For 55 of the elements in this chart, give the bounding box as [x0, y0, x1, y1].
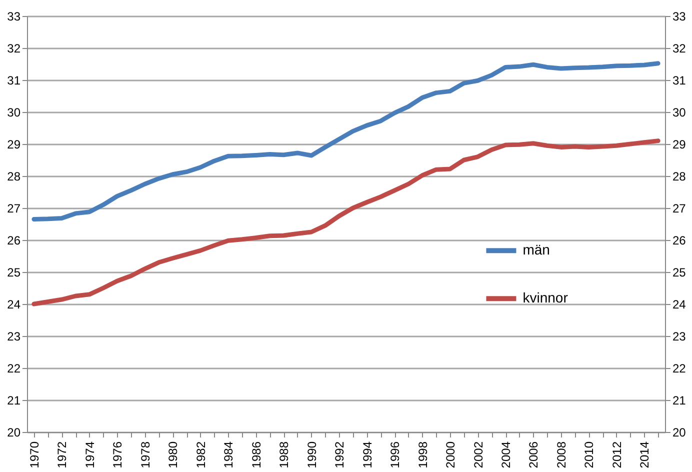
y-tick-label: 26	[7, 234, 21, 248]
x-tick-label: 2008	[554, 441, 568, 468]
x-tick-label: 1974	[82, 441, 97, 468]
x-tick-label: 1992	[332, 441, 347, 468]
y-tick-label: 29	[7, 138, 21, 152]
x-tick-label: 1978	[138, 441, 152, 468]
x-tick-label: 1994	[360, 441, 374, 468]
y-tick-label: 25	[7, 266, 21, 280]
y2-tick-label: 26	[672, 234, 686, 248]
x-tick-label: 1986	[249, 441, 264, 468]
y2-tick-label: 31	[672, 74, 686, 88]
x-tick-label: 1982	[194, 441, 208, 468]
line-series	[32, 138, 660, 306]
y-tick-label: 24	[7, 298, 21, 312]
y-tick-label: 20	[7, 426, 21, 440]
y2-tick-label: 21	[672, 394, 686, 408]
x-tick-label: 2014	[638, 441, 652, 468]
y-tick-label: 22	[7, 362, 21, 376]
x-tick-label: 1996	[388, 441, 402, 468]
x-tick-label: 1980	[166, 441, 180, 468]
y-tick-label: 33	[7, 10, 21, 24]
y2-tick-label: 30	[672, 106, 686, 120]
x-tick-label: 1972	[55, 441, 70, 468]
y-tick-label: 30	[7, 106, 21, 120]
y-tick-label: 28	[7, 170, 21, 184]
y-tick-label: 31	[7, 74, 21, 88]
x-tick-label: 1976	[110, 441, 125, 468]
x-tick-label: 1990	[304, 441, 319, 468]
x-tick-label: 1988	[277, 441, 292, 468]
x-tick-label: 2010	[582, 441, 596, 468]
x-tick-label: 2006	[526, 441, 541, 468]
y2-tick-label: 27	[672, 202, 686, 216]
y-tick-label: 23	[7, 330, 21, 344]
x-tick-label: 2012	[610, 441, 624, 468]
y-tick-label: 27	[7, 202, 21, 216]
y2-tick-label: 25	[672, 266, 686, 280]
y2-tick-label: 28	[672, 170, 686, 184]
x-tick-label: 2002	[471, 441, 486, 468]
x-tick-label: 1984	[222, 441, 236, 468]
x-tick-label: 2000	[444, 441, 458, 468]
y2-tick-label: 22	[672, 362, 686, 376]
x-tick-label: 1970	[27, 441, 42, 468]
x-tick-label: 1998	[416, 441, 430, 468]
line-series	[32, 61, 660, 222]
y2-tick-label: 24	[672, 298, 686, 312]
y2-tick-label: 33	[672, 10, 686, 24]
y2-tick-label: 23	[672, 330, 686, 344]
legend-label: kvinnor	[522, 290, 568, 306]
x-tick-label: 2004	[499, 441, 513, 468]
y2-tick-label: 20	[672, 426, 686, 440]
y2-tick-label: 32	[672, 42, 686, 56]
y-tick-label: 21	[7, 394, 21, 408]
legend-label: män	[522, 242, 550, 258]
y2-tick-label: 29	[672, 138, 686, 152]
y-tick-label: 32	[7, 42, 21, 56]
